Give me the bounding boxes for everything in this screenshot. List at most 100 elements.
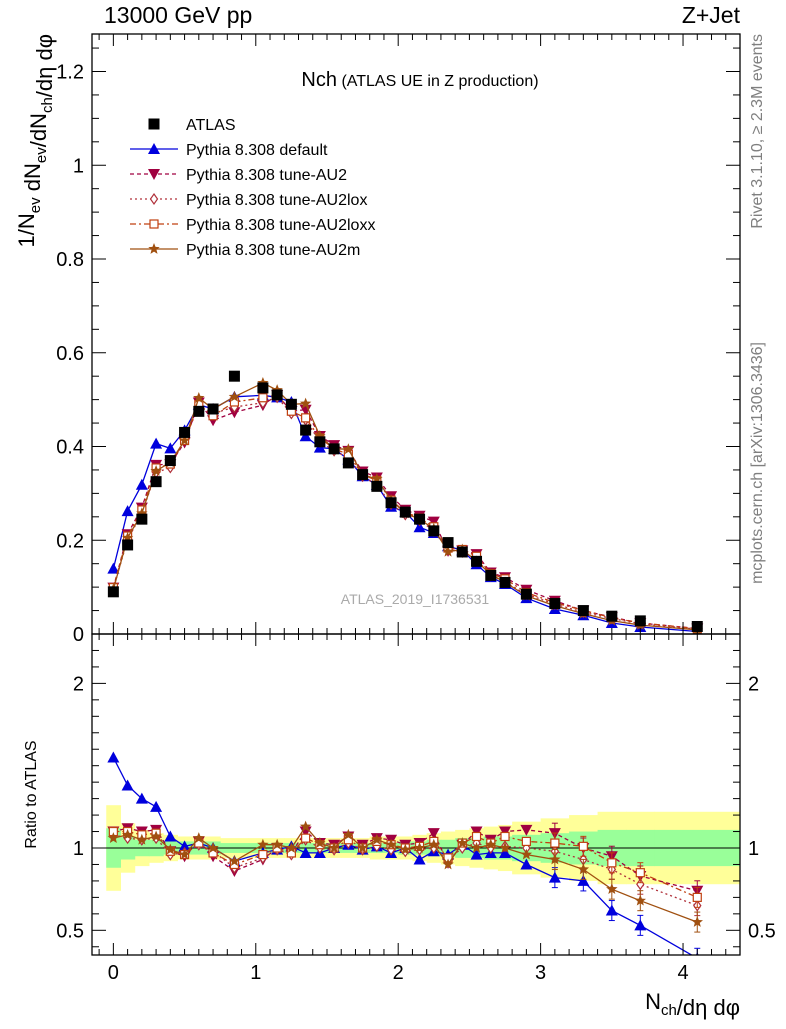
- atlas-data-point: [107, 586, 119, 598]
- y-axis-label: 1/Nev dNev/dNch/dη dφ: [14, 34, 57, 247]
- ratio-series-point-1: [520, 824, 533, 836]
- ratio-series-point-4: [271, 838, 283, 850]
- ratio-series-point-0: [150, 800, 163, 812]
- ratio-series-point-0: [548, 871, 561, 883]
- ratio-series-point-4: [314, 837, 326, 848]
- legend-marker-2: [149, 192, 159, 206]
- atlas-data-point: [520, 588, 532, 600]
- main-series-point-4: [121, 531, 134, 543]
- ratio-series-point-0: [634, 919, 647, 931]
- atlas-data-point: [485, 569, 497, 581]
- atlas-data-point: [549, 598, 561, 610]
- atlas-data-point: [285, 398, 297, 410]
- ratio-series-point-0: [499, 846, 512, 858]
- main-series-point-3: [258, 393, 268, 403]
- x-tick-label: 0: [108, 962, 119, 984]
- atlas-data-point: [328, 443, 340, 455]
- legend-label-4: Pythia 8.308 tune-AU2m: [186, 242, 360, 259]
- ratio-y-tick-label: 0.5: [56, 920, 84, 942]
- ratio-series-point-4: [442, 858, 454, 870]
- main-series-point-0: [107, 562, 120, 574]
- ratio-plot-frame: [91, 633, 741, 956]
- ratio-series-point-4: [193, 832, 205, 843]
- ratio-series-point-3: [471, 831, 482, 842]
- ratio-series-point-4: [178, 848, 191, 860]
- atlas-data-point: [179, 426, 191, 438]
- atlas-data-point: [691, 621, 703, 632]
- y-tick-label: 0.6: [56, 343, 84, 365]
- legend-label-3: Pythia 8.308 tune-AU2loxx: [186, 217, 375, 234]
- legend-label-1: Pythia 8.308 tune-AU2: [186, 167, 347, 184]
- ratio-series-point-4: [456, 837, 468, 848]
- x-tick-label: 1: [250, 962, 261, 984]
- ratio-series-point-0: [164, 830, 177, 842]
- ratio-series-point-4: [342, 828, 355, 840]
- x-tick-label: 2: [393, 962, 404, 984]
- atlas-data-point: [385, 497, 397, 509]
- legend-marker-3: [149, 219, 159, 229]
- legend-marker-atlas: [148, 118, 160, 130]
- atlas-data-point: [471, 555, 483, 567]
- ratio-series-point-4: [691, 916, 703, 927]
- main-series-point-4: [150, 464, 162, 476]
- ratio-series-point-3: [607, 858, 617, 868]
- legend-label-2: Pythia 8.308 tune-AU2lox: [186, 192, 367, 209]
- atlas-data-point: [228, 370, 240, 382]
- ratio-series-point-4: [549, 853, 561, 865]
- ratio-series-point-4: [164, 843, 177, 855]
- atlas-data-point: [150, 476, 162, 488]
- ratio-series-point-4: [399, 843, 412, 855]
- ratio-series-point-0: [178, 840, 191, 852]
- ratio-series-point-0: [299, 846, 312, 858]
- main-series-point-0: [121, 505, 134, 517]
- ratio-series-point-3: [635, 868, 645, 878]
- atlas-data-point: [634, 615, 646, 627]
- atlas-data-point: [207, 403, 219, 415]
- main-series-point-0: [150, 437, 163, 449]
- ratio-series-point-4: [136, 833, 148, 845]
- atlas-data-point: [257, 382, 269, 394]
- ratio-series-point-4: [228, 855, 241, 867]
- ratio-series-point-4: [577, 863, 590, 875]
- atlas-data-point: [136, 513, 148, 525]
- atlas-data-point: [193, 405, 205, 417]
- ratio-series-point-4: [207, 842, 219, 853]
- main-series-point-0: [299, 430, 312, 442]
- ratio-series-point-4: [299, 820, 312, 832]
- ratio-series-point-4: [150, 830, 162, 842]
- atlas-data-point: [442, 537, 454, 549]
- ratio-series-point-4: [257, 838, 269, 850]
- ratio-series-point-4: [328, 842, 340, 853]
- ratio-series-group: [107, 751, 704, 955]
- ratio-series-point-4: [413, 842, 426, 853]
- main-series-group: [107, 370, 704, 634]
- main-series-point-4: [371, 472, 383, 484]
- main-series-line-2: [112, 396, 698, 630]
- ratio-series-point-4: [356, 842, 369, 853]
- ratio-series-point-0: [520, 858, 533, 870]
- atlas-data-point: [399, 506, 411, 518]
- ratio-series-point-0: [413, 853, 426, 865]
- atlas-data-point: [414, 513, 426, 525]
- atlas-data-point: [371, 480, 383, 492]
- main-series-point-0: [135, 478, 148, 490]
- ratio-series-point-3: [578, 841, 588, 851]
- analysis-watermark: ATLAS_2019_I1736531: [341, 591, 490, 607]
- atlas-data-point: [300, 424, 312, 436]
- main-series-point-0: [164, 442, 177, 454]
- y-tick-label: 1: [73, 155, 84, 177]
- ratio-series-point-4: [470, 842, 483, 853]
- y-tick-label: 0.2: [56, 530, 84, 552]
- chart-title: Nch (ATLAS UE in Z production): [301, 69, 538, 91]
- atlas-data-point: [164, 455, 176, 467]
- ratio-y-tick-label: 2: [73, 673, 84, 695]
- ratio-series-point-1: [427, 828, 440, 840]
- ratio-series-point-4: [499, 842, 511, 853]
- legend-marker-4: [148, 243, 160, 254]
- main-series-point-4: [442, 545, 454, 557]
- ratio-series-point-3: [550, 838, 560, 848]
- main-series-point-0: [413, 521, 426, 533]
- main-series-point-4: [193, 391, 205, 403]
